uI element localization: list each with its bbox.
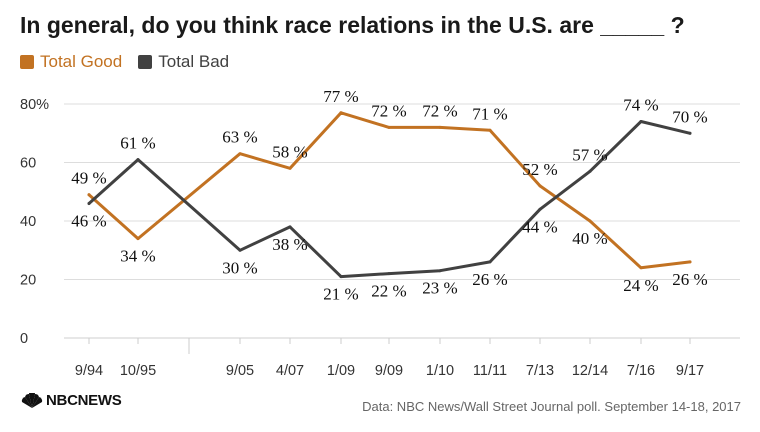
point-bad: [339, 275, 343, 279]
data-label-good: 34 %: [120, 247, 155, 266]
data-label-good: 72 %: [422, 101, 457, 120]
point-good: [288, 166, 292, 170]
x-tick-label: 1/09: [327, 363, 355, 379]
legend-swatch-bad: [138, 55, 153, 69]
data-label-bad: 74 %: [623, 96, 658, 115]
data-label-bad: 26 %: [472, 270, 507, 289]
point-good: [238, 152, 242, 156]
legend-item-good: Total Good: [20, 52, 122, 72]
data-label-bad: 23 %: [422, 279, 457, 298]
data-label-bad: 46 %: [71, 212, 106, 231]
y-tick-label: 0: [20, 331, 28, 347]
x-tick-label: 9/09: [375, 363, 403, 379]
point-good: [339, 111, 343, 115]
y-tick-label: 60: [20, 156, 36, 172]
x-tick-label: 7/16: [627, 363, 655, 379]
y-tick-label: 40: [20, 214, 36, 230]
legend-swatch-good: [20, 55, 34, 69]
legend: Total Good Total Bad: [20, 52, 229, 72]
point-bad: [538, 207, 542, 211]
data-label-good: 52 %: [522, 160, 557, 179]
nbc-news-logo: NBCNEWS: [20, 392, 122, 409]
data-label-bad: 30 %: [222, 258, 257, 277]
point-good: [136, 237, 140, 241]
y-tick-label: 80%: [20, 97, 49, 113]
point-good: [538, 184, 542, 188]
peacock-icon: [21, 392, 43, 408]
point-good: [438, 125, 442, 129]
data-label-bad: 38 %: [272, 235, 307, 254]
data-label-bad: 70 %: [672, 107, 707, 126]
x-tick-label: 1/10: [426, 363, 454, 379]
legend-item-bad: Total Bad: [138, 52, 229, 72]
x-tick-label: 9/05: [226, 363, 254, 379]
legend-label-good: Total Good: [40, 52, 123, 71]
point-bad: [288, 225, 292, 229]
x-tick-label: 10/95: [120, 363, 156, 379]
point-bad: [688, 131, 692, 135]
data-label-good: 63 %: [222, 128, 257, 147]
point-bad: [438, 269, 442, 273]
x-tick-label: 4/07: [276, 363, 304, 379]
data-label-good: 26 %: [672, 270, 707, 289]
x-tick-label: 7/13: [526, 363, 554, 379]
legend-label-bad: Total Bad: [158, 52, 230, 71]
logo-text: NBCNEWS: [46, 392, 122, 409]
series-line-good: [87, 111, 692, 270]
data-label-bad: 44 %: [522, 217, 557, 236]
data-label-good: 40 %: [572, 229, 607, 248]
x-tick-label: 9/94: [75, 363, 103, 379]
x-tick-label: 11/11: [473, 363, 507, 379]
point-good: [87, 193, 91, 197]
source-note: Data: NBC News/Wall Street Journal poll.…: [362, 399, 741, 414]
data-label-good: 71 %: [472, 104, 507, 123]
point-bad: [639, 120, 643, 123]
data-label-good: 49 %: [71, 169, 106, 188]
data-label-bad: 22 %: [371, 282, 406, 301]
point-bad: [588, 169, 592, 173]
point-bad: [238, 248, 242, 252]
data-label-good: 72 %: [371, 101, 406, 120]
data-label-bad: 21 %: [323, 285, 358, 304]
point-good: [588, 219, 592, 223]
data-label-bad: 61 %: [120, 134, 155, 153]
series-line-bad: [87, 120, 692, 279]
point-good: [639, 266, 643, 270]
data-label-good: 24 %: [623, 276, 658, 295]
point-bad: [87, 202, 91, 205]
y-tick-label: 20: [20, 273, 36, 289]
x-tick-label: 9/17: [676, 363, 704, 379]
point-bad: [136, 158, 140, 162]
x-tick-label: 12/14: [572, 363, 608, 379]
chart-title: In general, do you think race relations …: [20, 12, 685, 38]
point-good: [387, 125, 391, 129]
point-bad: [488, 260, 492, 264]
data-label-good: 77 %: [323, 87, 358, 106]
data-label-bad: 57 %: [572, 145, 607, 164]
point-bad: [387, 272, 391, 276]
point-good: [488, 128, 492, 132]
data-label-good: 58 %: [272, 142, 307, 161]
point-good: [688, 260, 692, 264]
